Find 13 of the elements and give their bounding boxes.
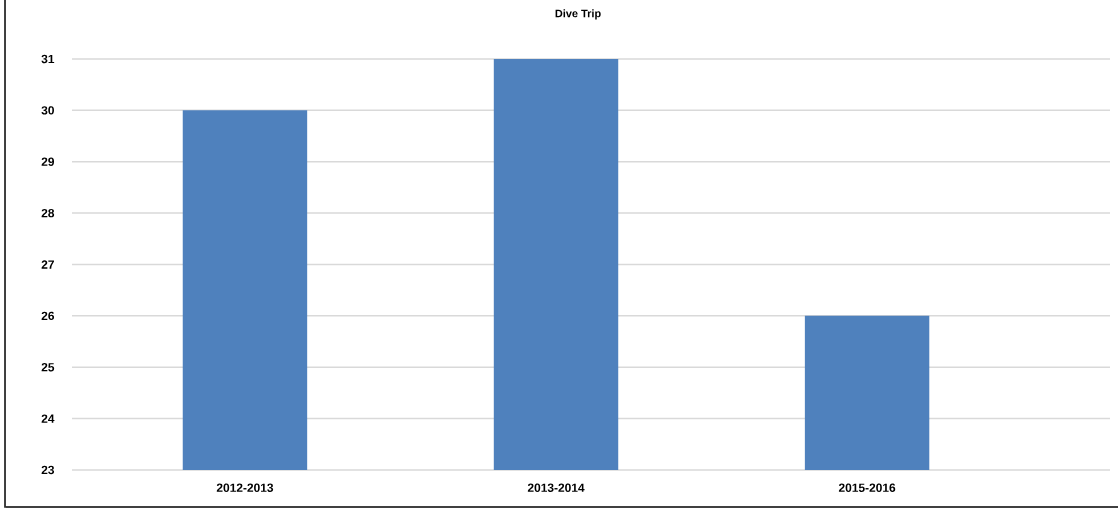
y-tick-label: 30 <box>41 106 54 115</box>
x-tick-label: 2013-2014 <box>527 483 585 492</box>
y-tick-label: 26 <box>41 311 55 321</box>
y-tick-label: 24 <box>41 414 55 423</box>
y-tick-label: 25 <box>41 363 55 372</box>
x-tick-label: 2015-2016 <box>838 483 896 492</box>
y-tick-label: 31 <box>41 54 55 64</box>
y-tick-label: 29 <box>41 157 55 166</box>
y-tick-label: 23 <box>41 465 55 475</box>
x-tick-label: 2012-2013 <box>216 483 274 492</box>
y-tick-label: 27 <box>41 260 54 269</box>
chart-title: Dive Trip <box>555 9 601 20</box>
y-tick-label: 28 <box>41 208 55 218</box>
